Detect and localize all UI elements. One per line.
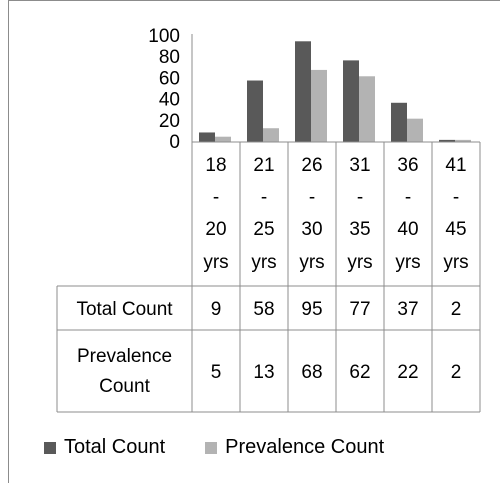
- bar-total-0: [199, 132, 215, 142]
- category-label-2-line-3: yrs: [299, 252, 324, 273]
- legend: Total Count Prevalence Count: [44, 436, 424, 459]
- table-value-total-3: 77: [349, 299, 370, 320]
- category-label-4-line-0: 36: [397, 155, 418, 176]
- category-label-0-line-3: yrs: [203, 252, 228, 273]
- category-label-4-line-3: yrs: [395, 252, 420, 273]
- table-value-prevalence-3: 62: [349, 362, 370, 383]
- table-value-total-5: 2: [451, 299, 462, 320]
- row-label-total-count: Total Count: [76, 299, 173, 320]
- bar-total-2: [295, 41, 311, 142]
- table-value-prevalence-1: 13: [253, 362, 274, 383]
- bar-prevalence-5: [455, 139, 471, 142]
- category-label-2-line-2: 30: [301, 219, 322, 240]
- y-tick-label-60: 60: [159, 68, 180, 89]
- table-value-total-0: 9: [211, 299, 222, 320]
- category-label-3-line-3: yrs: [347, 252, 372, 273]
- category-label-5-line-2: 45: [445, 219, 466, 240]
- legend-label-total-count: Total Count: [64, 436, 166, 458]
- category-label-0-line-1: -: [213, 187, 219, 208]
- legend-label-prevalence-count: Prevalence Count: [225, 436, 385, 458]
- bar-total-5: [439, 139, 455, 142]
- chart-frame: [8, 0, 500, 483]
- table-value-total-1: 58: [253, 299, 274, 320]
- table-value-prevalence-4: 22: [397, 362, 418, 383]
- category-label-3-line-0: 31: [349, 155, 370, 176]
- category-label-0-line-2: 20: [205, 219, 226, 240]
- bar-total-1: [247, 80, 263, 142]
- y-tick-label-100: 100: [148, 26, 180, 47]
- category-label-5-line-3: yrs: [443, 252, 468, 273]
- category-label-3-line-2: 35: [349, 219, 370, 240]
- row-label-prevalence-line-1: Count: [99, 376, 150, 397]
- table-value-total-4: 37: [397, 299, 418, 320]
- y-tick-label-0: 0: [169, 132, 180, 153]
- bar-total-3: [343, 60, 359, 142]
- category-label-2-line-0: 26: [301, 155, 322, 176]
- category-label-1-line-2: 25: [253, 219, 274, 240]
- category-label-2-line-1: -: [309, 187, 315, 208]
- y-tick-label-40: 40: [159, 90, 180, 111]
- bar-prevalence-1: [263, 128, 279, 142]
- legend-swatch-total-count: [44, 441, 56, 454]
- category-label-4-line-2: 40: [397, 219, 418, 240]
- y-tick-label-80: 80: [159, 47, 180, 68]
- legend-item-total-count: Total Count: [44, 436, 165, 459]
- legend-swatch-prevalence-count: [205, 441, 218, 454]
- category-label-1-line-3: yrs: [251, 252, 276, 273]
- category-label-0-line-0: 18: [205, 155, 226, 176]
- bar-total-4: [391, 102, 407, 142]
- bar-prevalence-4: [407, 118, 423, 142]
- category-label-1-line-0: 21: [253, 155, 274, 176]
- category-label-3-line-1: -: [357, 187, 363, 208]
- bar-prevalence-3: [359, 76, 375, 142]
- category-label-1-line-1: -: [261, 187, 267, 208]
- category-label-5-line-0: 41: [445, 155, 466, 176]
- table-value-prevalence-5: 2: [451, 362, 462, 383]
- row-label-prevalence-line-0: Prevalence: [77, 346, 172, 367]
- y-tick-label-20: 20: [159, 111, 180, 132]
- bar-prevalence-2: [311, 69, 327, 142]
- category-label-5-line-1: -: [453, 187, 459, 208]
- table-value-prevalence-0: 5: [211, 362, 222, 383]
- category-label-4-line-1: -: [405, 187, 411, 208]
- legend-item-prevalence-count: Prevalence Count: [205, 436, 384, 459]
- table-value-prevalence-2: 68: [301, 362, 322, 383]
- table-value-total-2: 95: [301, 299, 322, 320]
- bar-prevalence-0: [215, 136, 231, 142]
